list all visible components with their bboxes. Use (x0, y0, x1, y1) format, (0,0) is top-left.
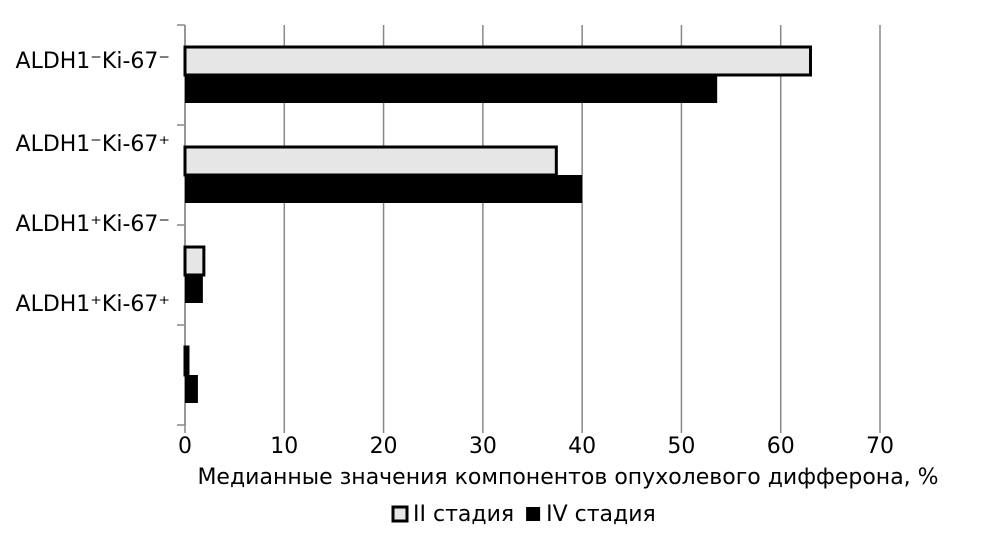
bar (185, 175, 583, 203)
legend-label: II стадия (413, 502, 514, 527)
y-tick-label: ALDH1⁺Ki-67⁺ (16, 292, 170, 317)
x-tick-label: 20 (370, 434, 398, 459)
bar (183, 45, 812, 77)
bar (183, 345, 190, 377)
bar (185, 75, 718, 103)
bar (183, 145, 558, 177)
bar (183, 245, 206, 277)
legend-swatch (526, 507, 541, 521)
y-tick-label: ALDH1⁺Ki-67⁻ (16, 212, 170, 237)
x-axis-label: Медианные значения компонентов опухолево… (197, 465, 938, 490)
x-tick-label: 70 (866, 434, 894, 459)
y-tick-label: ALDH1⁻Ki-67⁻ (16, 49, 170, 74)
bar (185, 275, 203, 303)
legend-swatch (391, 505, 409, 523)
bar (185, 375, 198, 403)
x-tick-label: 0 (178, 434, 192, 459)
legend-label: IV стадия (546, 502, 656, 527)
y-tick-label: ALDH1⁻Ki-67⁺ (16, 132, 170, 157)
x-tick-label: 60 (767, 434, 795, 459)
x-tick-label: 30 (469, 434, 497, 459)
x-tick-label: 10 (270, 434, 298, 459)
x-tick-label: 40 (568, 434, 596, 459)
x-tick-label: 50 (667, 434, 695, 459)
